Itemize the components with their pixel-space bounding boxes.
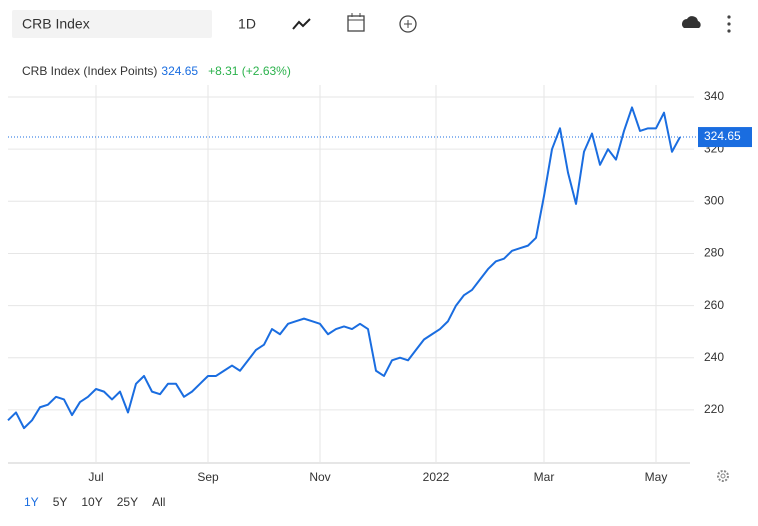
interval-button[interactable]: 1D: [238, 16, 256, 32]
x-tick-label: Jul: [88, 470, 103, 484]
download-icon[interactable]: [682, 16, 701, 28]
search-box[interactable]: [12, 10, 212, 38]
x-tick-label: May: [645, 470, 668, 484]
y-tick-label: 220: [704, 402, 724, 416]
y-tick-label: 280: [704, 246, 724, 260]
chart-type-icon[interactable]: [292, 18, 311, 30]
settings-icon[interactable]: [717, 470, 729, 482]
y-tick-label: 300: [704, 193, 724, 207]
x-tick-label: 2022: [423, 470, 450, 484]
menu-icon[interactable]: [727, 15, 731, 33]
y-tick-label: 240: [704, 350, 724, 364]
range-button[interactable]: 5Y: [53, 495, 68, 509]
search-text: CRB Index: [22, 16, 90, 32]
last-price-label: 324.65: [704, 129, 741, 143]
chart-title: CRB Index (Index Points): [22, 64, 157, 78]
y-tick-label: 340: [704, 89, 724, 103]
add-icon[interactable]: [399, 15, 417, 33]
range-button[interactable]: All: [152, 495, 165, 509]
calendar-icon[interactable]: [347, 13, 365, 32]
range-button[interactable]: 10Y: [81, 495, 102, 509]
x-tick-label: Sep: [197, 470, 219, 484]
range-button[interactable]: 25Y: [117, 495, 138, 509]
last-price-box: [698, 127, 752, 148]
last-value: 324.65: [161, 64, 198, 78]
range-button[interactable]: 1Y: [24, 495, 39, 509]
x-tick-label: Mar: [534, 470, 555, 484]
x-tick-label: Nov: [309, 470, 330, 484]
y-tick-label: 260: [704, 298, 724, 312]
price-line: [7, 106, 681, 430]
change: +8.31 (+2.63%): [208, 64, 291, 78]
